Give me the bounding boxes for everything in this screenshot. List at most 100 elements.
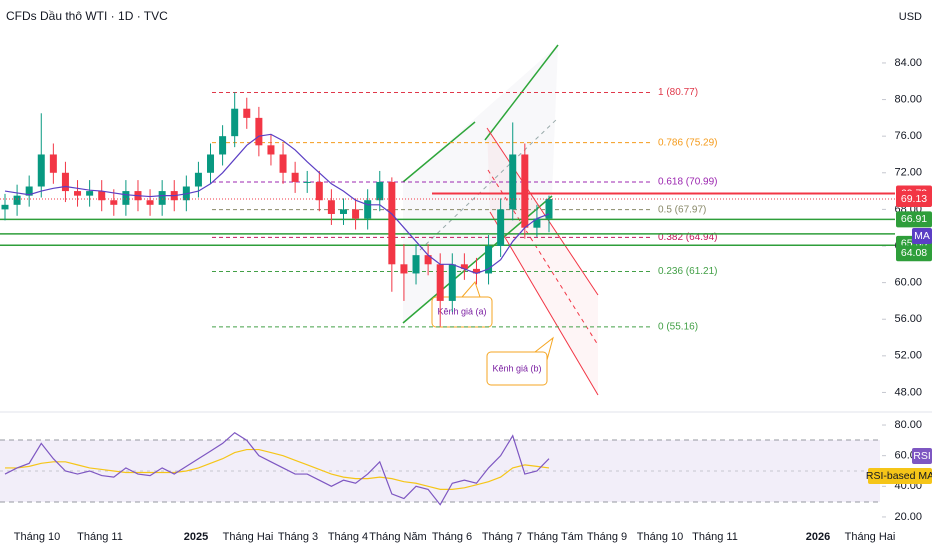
y-tick-label: 80.00 [894,419,922,431]
candle-body [122,191,130,205]
x-tick-label: Tháng 11 [77,531,123,543]
fib-label: 0.618 (70.99) [658,177,718,188]
candle-body [472,268,480,274]
candle-body [485,246,493,274]
channel-line [402,121,476,183]
currency: USD [899,11,922,23]
x-tick-label: 2026 [806,531,830,543]
candle-body [412,255,420,274]
y-tick-label: 76.00 [894,130,922,142]
price-tag [868,468,932,484]
price-tag-label: 66.91 [901,213,927,225]
annotation: Kênh giá (b) [492,363,541,373]
candle-body [545,199,553,219]
candle-body [37,154,45,187]
fib-label: 1 (80.77) [658,87,698,98]
candle-body [86,191,94,196]
candle-body [61,172,69,192]
price-tag-label: RSI [913,450,931,462]
candle-body [13,195,21,205]
candle-body [400,264,408,274]
rsi-band [0,440,880,502]
x-tick-label: Tháng 11 [692,531,738,543]
callout-pointer [461,281,481,298]
candle-body [255,117,263,146]
callout-box [431,296,493,328]
line-series [5,448,550,490]
channel-fill [403,45,558,323]
candle-body [327,200,335,214]
price-tag-label: RSI-based MA [866,470,932,482]
candle-body [448,264,456,301]
candle-body [424,255,432,265]
candle-body [497,209,505,246]
candle-body [509,154,517,210]
price-tag [896,191,932,208]
y-tick-label: 20.00 [894,511,922,523]
candle-body [158,191,166,205]
channel-line [489,211,599,396]
x-tick-label: Tháng 7 [482,531,522,543]
y-tick-label: 52.00 [894,350,922,362]
x-tick-label: Tháng 9 [587,531,627,543]
candle-body [303,181,311,183]
y-tick-label: 60.00 [894,277,922,289]
candle-body [194,172,202,187]
candle-body [460,264,468,269]
x-tick-label: Tháng 4 [328,531,368,543]
x-tick-label: Tháng Hai [845,531,896,543]
candle-body [352,209,360,219]
candle-body [279,154,287,173]
candle-body [98,191,106,201]
x-tick-label: Tháng 10 [14,531,60,543]
candle-body [521,154,529,228]
channel-line [486,127,599,296]
candle-body [207,154,215,173]
callout-box [486,351,548,386]
candle-body [49,154,57,173]
fib-label: 0.5 (67.97) [658,204,706,215]
fib-label: 0.786 (75.29) [658,137,718,148]
price-tag-label: 69.13 [901,193,927,205]
price-tag-label: 64.08 [901,247,927,259]
y-tick-label: 56.00 [894,313,922,325]
candle-body [146,200,154,205]
y-tick-label: 72.00 [894,167,922,179]
x-tick-label: 2025 [184,531,208,543]
line-series [4,133,550,275]
y-tick-label: 84.00 [894,57,922,69]
candle-body [267,145,275,155]
line-series [4,431,550,506]
fib-label: 0.236 (61.21) [658,266,718,277]
x-tick-label: Tháng 10 [637,531,683,543]
candle-body [219,136,227,155]
x-tick-label: Tháng Hai [223,531,274,543]
candle-body [110,200,118,205]
candle-body [1,204,9,210]
candle-body [243,108,251,118]
candle-body [436,264,444,301]
y-tick-label: 48.00 [894,386,922,398]
price-tag-label: MA [914,230,930,242]
candle-body [388,181,396,265]
price-tag [912,228,932,244]
y-tick-label: 80.00 [894,93,922,105]
chart-title: CFDs Dầu thô WTI · 1D · TVC [6,9,168,23]
candle-body [339,209,347,214]
x-tick-label: Tháng Năm [369,531,426,543]
candle-body [291,172,299,182]
candle-body [376,181,384,201]
price-tag [896,245,932,262]
callout-pointer [534,336,554,361]
candle-body [533,218,541,228]
price-tag [912,448,932,464]
candle-body [25,186,33,196]
fib-label: 0.382 (64.94) [658,232,718,243]
candle-body [315,181,323,201]
x-tick-label: Tháng 6 [432,531,472,543]
annotation: Kênh giá (a) [437,306,486,316]
x-tick-label: Tháng Tám [527,531,583,543]
candle-body [231,108,239,137]
fib-label: 0 (55.16) [658,322,698,333]
